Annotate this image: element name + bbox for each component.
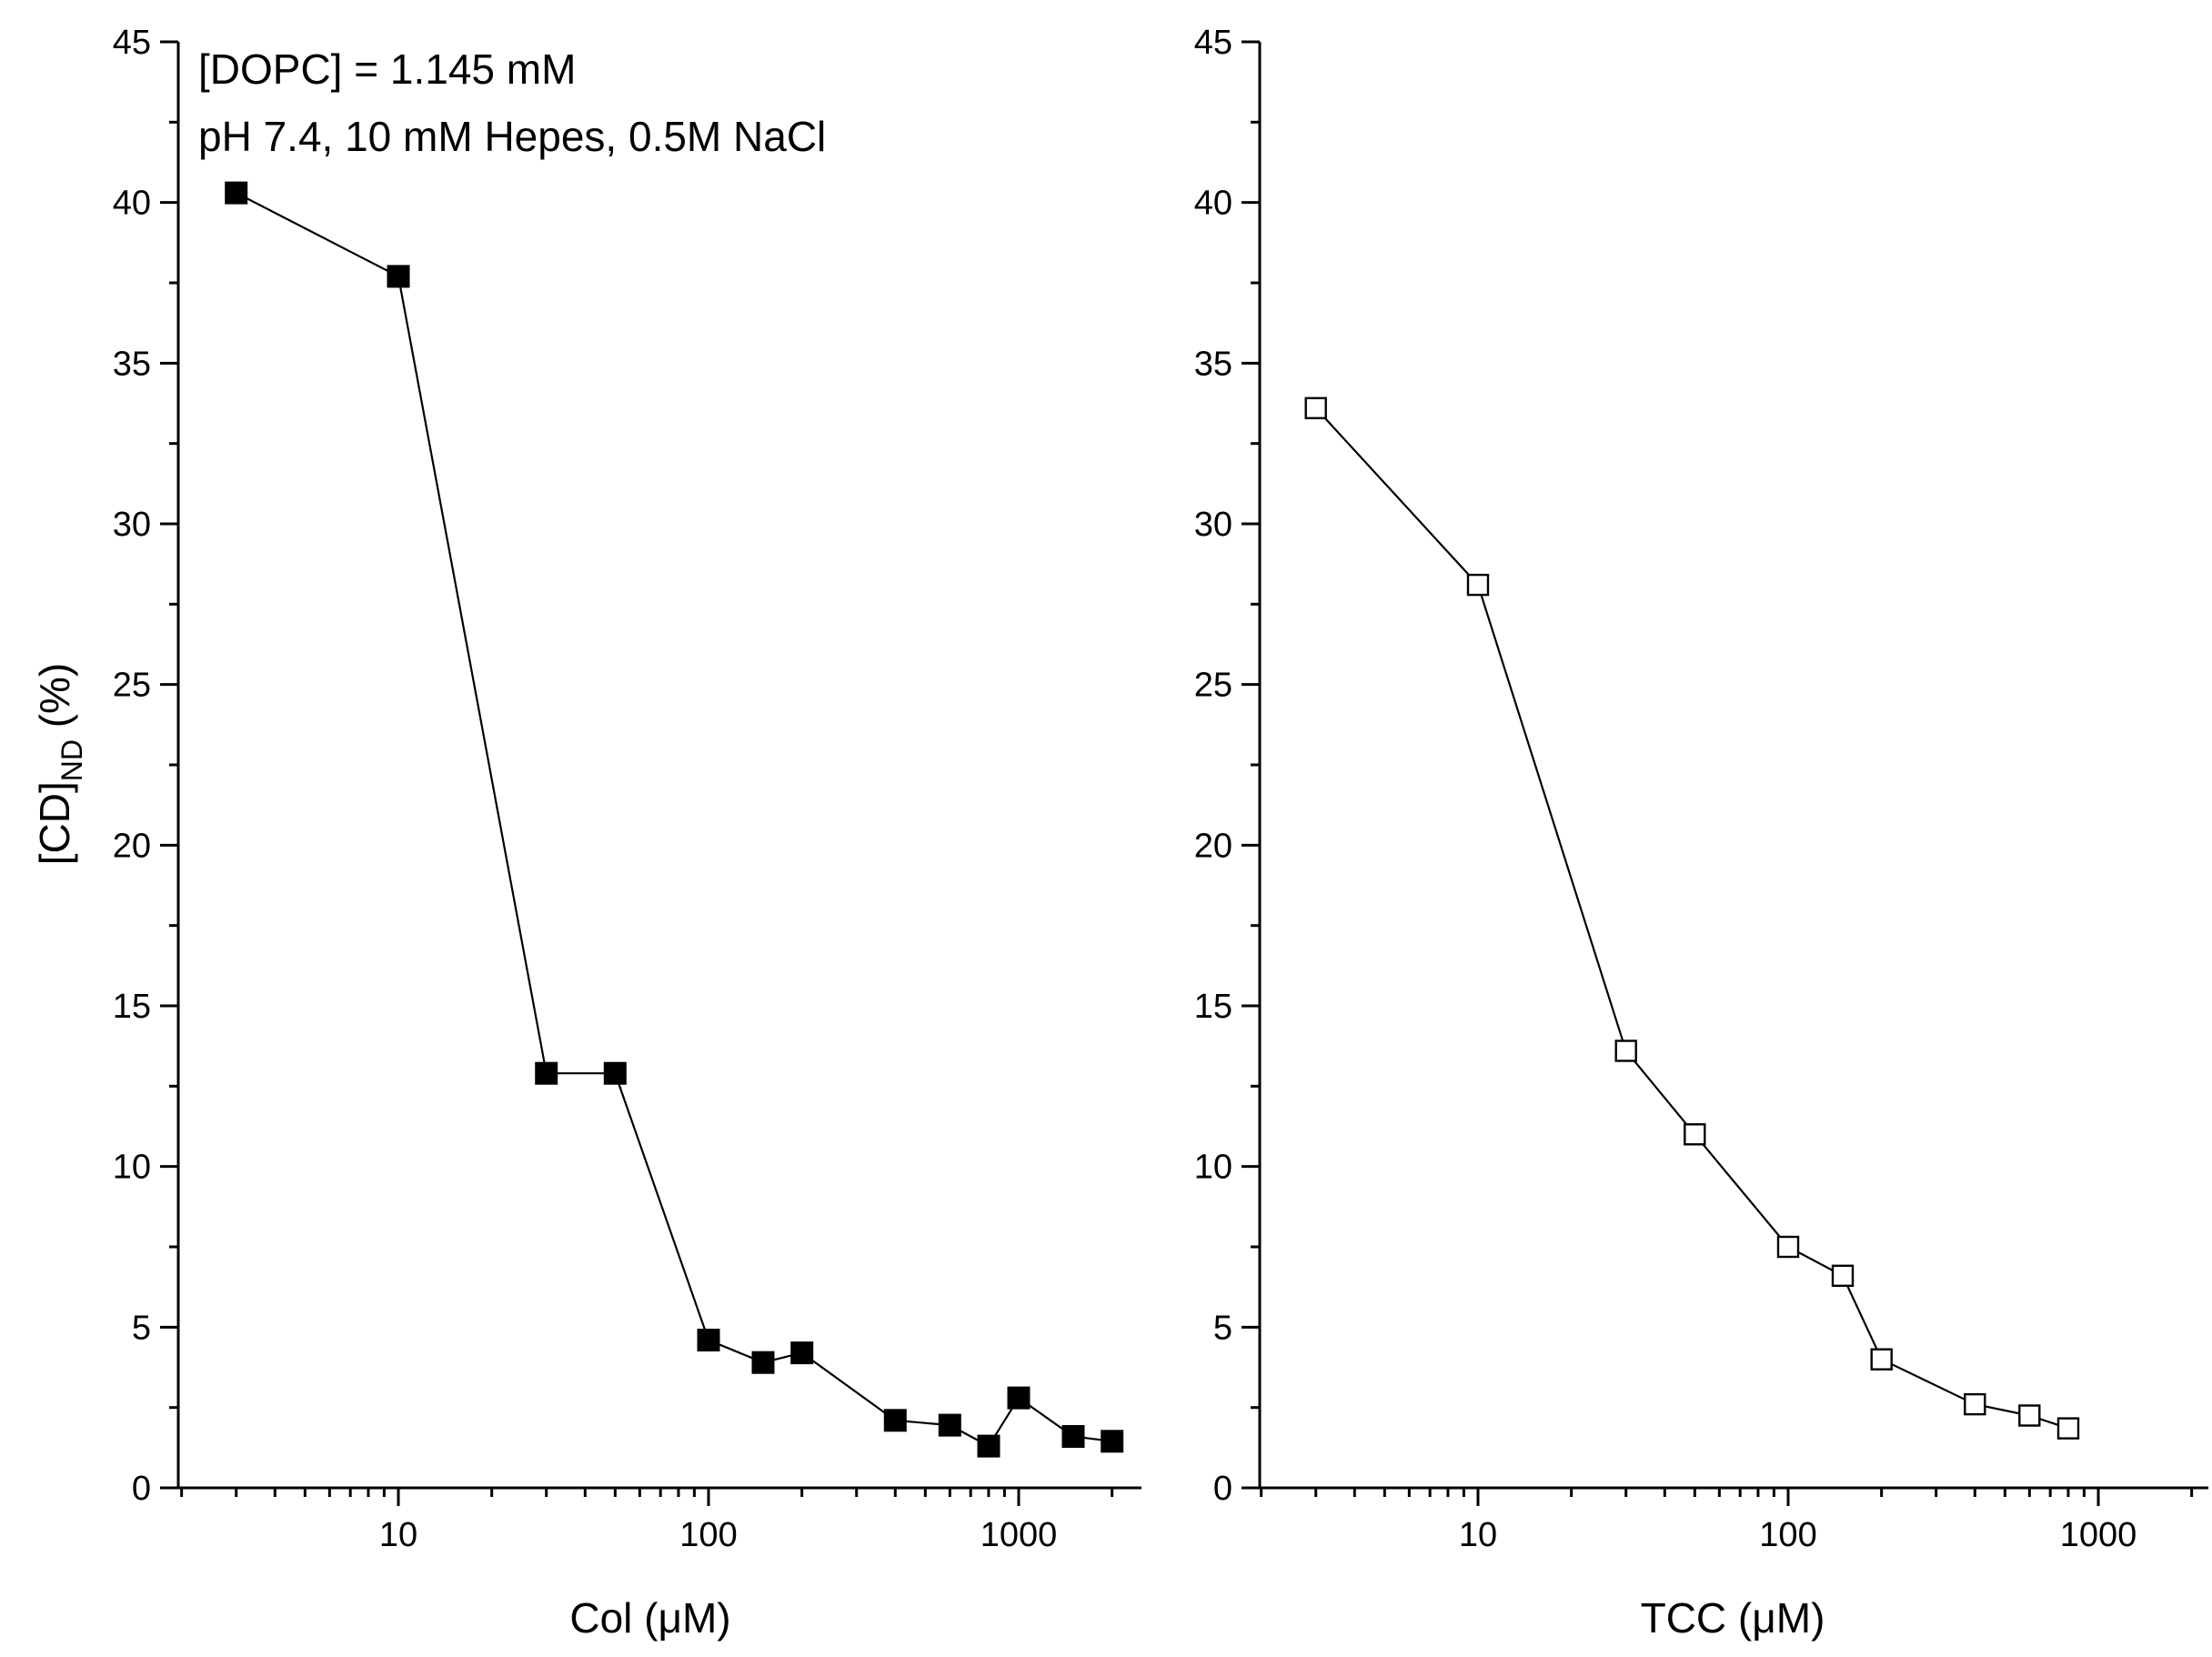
left-y-axis-label: [CD]ND (%) (31, 663, 88, 866)
right-data-point (1831, 1264, 1855, 1288)
left-y-tick-label: 0 (132, 1470, 151, 1508)
left-data-point (790, 1341, 814, 1365)
left-x-ticks: 10 100 1000 (180, 1488, 1114, 1554)
left-x-axis-label: Col (μM) (569, 1594, 730, 1642)
right-y-tick-label: 45 (1194, 24, 1232, 62)
right-y-tick-label: 5 (1213, 1309, 1232, 1347)
right-y-tick-label: 15 (1194, 988, 1232, 1026)
right-data-point (2018, 1404, 2041, 1427)
left-y-label-unit: (%) (31, 663, 78, 739)
left-data-point (603, 1061, 627, 1085)
left-y-tick-label: 5 (132, 1309, 151, 1347)
left-data-point (225, 181, 248, 205)
left-data-point (697, 1329, 720, 1351)
right-data-point (1304, 397, 1327, 419)
right-x-axis-label: TCC (μM) (1641, 1594, 1825, 1642)
left-y-tick-label: 35 (113, 345, 151, 383)
right-y-tick-label: 30 (1194, 506, 1232, 544)
left-data-point (535, 1061, 558, 1085)
left-data-point (977, 1434, 1000, 1458)
left-y-tick-label: 30 (113, 506, 151, 544)
right-chart-panel: 0 5 10 15 20 25 30 35 40 45 10 100 1000 TCC (μM) (1194, 24, 2208, 1642)
left-series (225, 181, 1124, 1458)
right-data-point (1964, 1392, 1986, 1416)
right-series-line (1314, 407, 2069, 1430)
left-data-point (1061, 1425, 1085, 1448)
left-data-point (751, 1351, 775, 1374)
left-y-tick-label: 25 (113, 667, 151, 705)
left-x-tick-label: 100 (679, 1516, 737, 1554)
right-data-point (1870, 1348, 1893, 1371)
right-data-point (1614, 1039, 1637, 1062)
left-y-tick-label: 10 (113, 1149, 151, 1187)
left-x-tick-label: 1000 (980, 1516, 1058, 1554)
right-y-tick-label: 25 (1194, 667, 1232, 705)
left-annotation-line-1: [DOPC] = 1.145 mM (198, 45, 576, 93)
right-x-tick-label: 10 (1459, 1516, 1497, 1554)
right-series (1304, 397, 2080, 1440)
right-x-tick-label: 100 (1759, 1516, 1816, 1554)
right-data-point (1684, 1123, 1706, 1146)
left-y-label-main: [CD] (31, 781, 78, 865)
right-y-tick-label: 20 (1194, 827, 1232, 865)
right-y-tick-label: 40 (1194, 185, 1232, 223)
left-y-tick-label: 20 (113, 827, 151, 865)
right-x-ticks: 10 100 1000 (1260, 1488, 2194, 1554)
left-y-tick-label: 45 (113, 24, 151, 62)
left-y-ticks: 0 5 10 15 20 25 30 35 40 45 (113, 24, 178, 1508)
left-data-point (1007, 1386, 1031, 1410)
left-annotation-line-2: pH 7.4, 10 mM Hepes, 0.5M NaCl (198, 113, 826, 160)
right-y-tick-label: 35 (1194, 345, 1232, 383)
left-y-tick-label: 40 (113, 185, 151, 223)
left-data-point (938, 1413, 961, 1437)
left-y-label-subscript: ND (55, 739, 88, 781)
left-data-point (1101, 1430, 1124, 1453)
left-data-point (883, 1409, 907, 1432)
right-data-point (1776, 1235, 1800, 1259)
left-y-tick-label: 15 (113, 988, 151, 1026)
right-y-tick-label: 10 (1194, 1149, 1232, 1187)
right-y-ticks: 0 5 10 15 20 25 30 35 40 45 (1194, 24, 1260, 1508)
right-x-tick-label: 1000 (2060, 1516, 2137, 1554)
left-x-tick-label: 10 (379, 1516, 417, 1554)
right-data-point (1466, 573, 1490, 597)
left-chart-panel: 0 5 10 15 20 25 30 35 40 45 10 100 1000 [DOPC] = 1.… (31, 24, 1141, 1642)
right-data-point (2056, 1417, 2080, 1440)
right-y-tick-label: 0 (1213, 1470, 1232, 1508)
left-data-point (387, 265, 410, 288)
